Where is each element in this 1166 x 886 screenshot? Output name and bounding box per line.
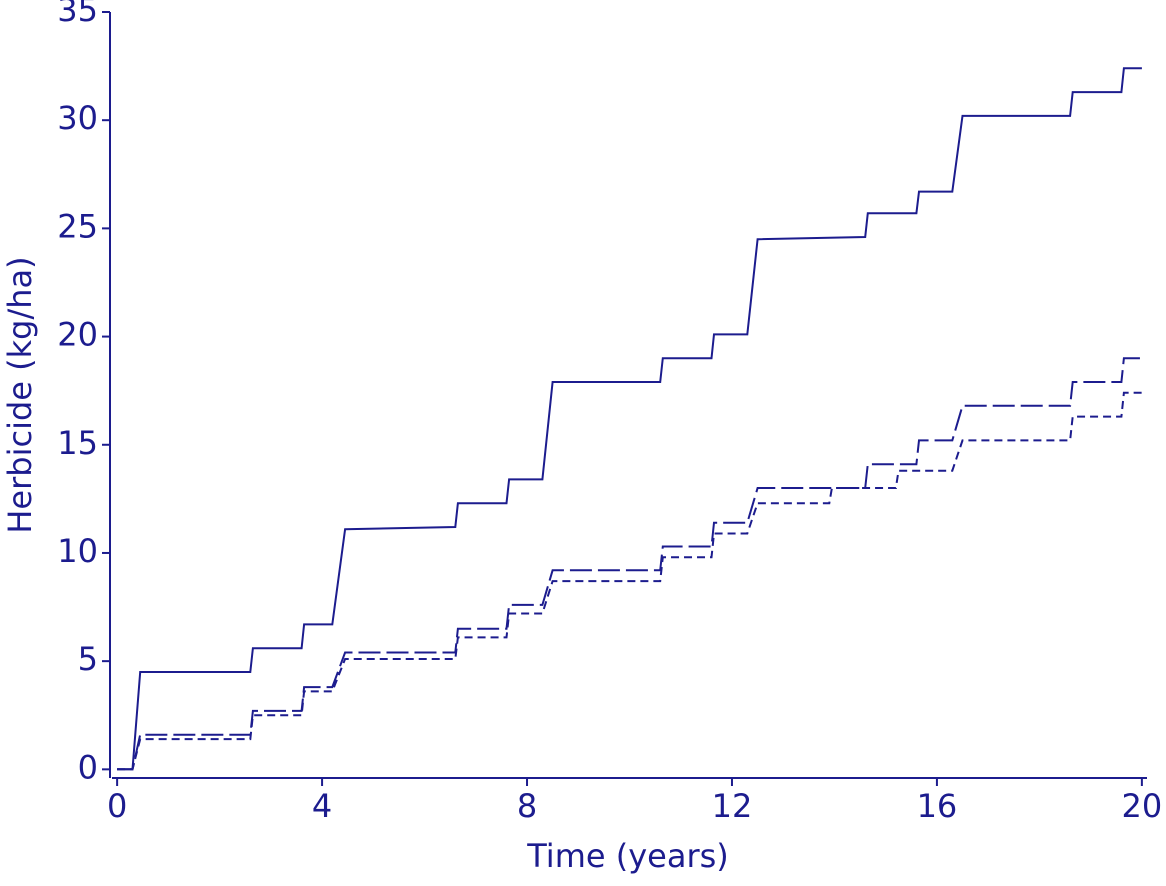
x-tick-label: 12	[712, 787, 753, 825]
y-tick-label: 15	[57, 424, 98, 462]
x-tick-label: 16	[917, 787, 958, 825]
y-axis-label: Herbicide (kg/ha)	[1, 256, 39, 533]
x-tick-label: 4	[312, 787, 332, 825]
x-tick-label: 0	[107, 787, 127, 825]
x-tick-label: 8	[517, 787, 537, 825]
x-axis-label: Time (years)	[526, 837, 729, 875]
y-tick-label: 35	[57, 0, 98, 29]
y-tick-label: 20	[57, 316, 98, 354]
x-tick-label: 20	[1122, 787, 1163, 825]
y-tick-label: 25	[57, 207, 98, 245]
y-tick-label: 30	[57, 99, 98, 137]
y-tick-label: 10	[57, 532, 98, 570]
series-line	[117, 67, 1142, 771]
series-line	[117, 391, 1142, 771]
y-tick-label: 5	[78, 640, 98, 678]
series-line	[117, 357, 1142, 771]
y-tick-label: 0	[78, 748, 98, 786]
